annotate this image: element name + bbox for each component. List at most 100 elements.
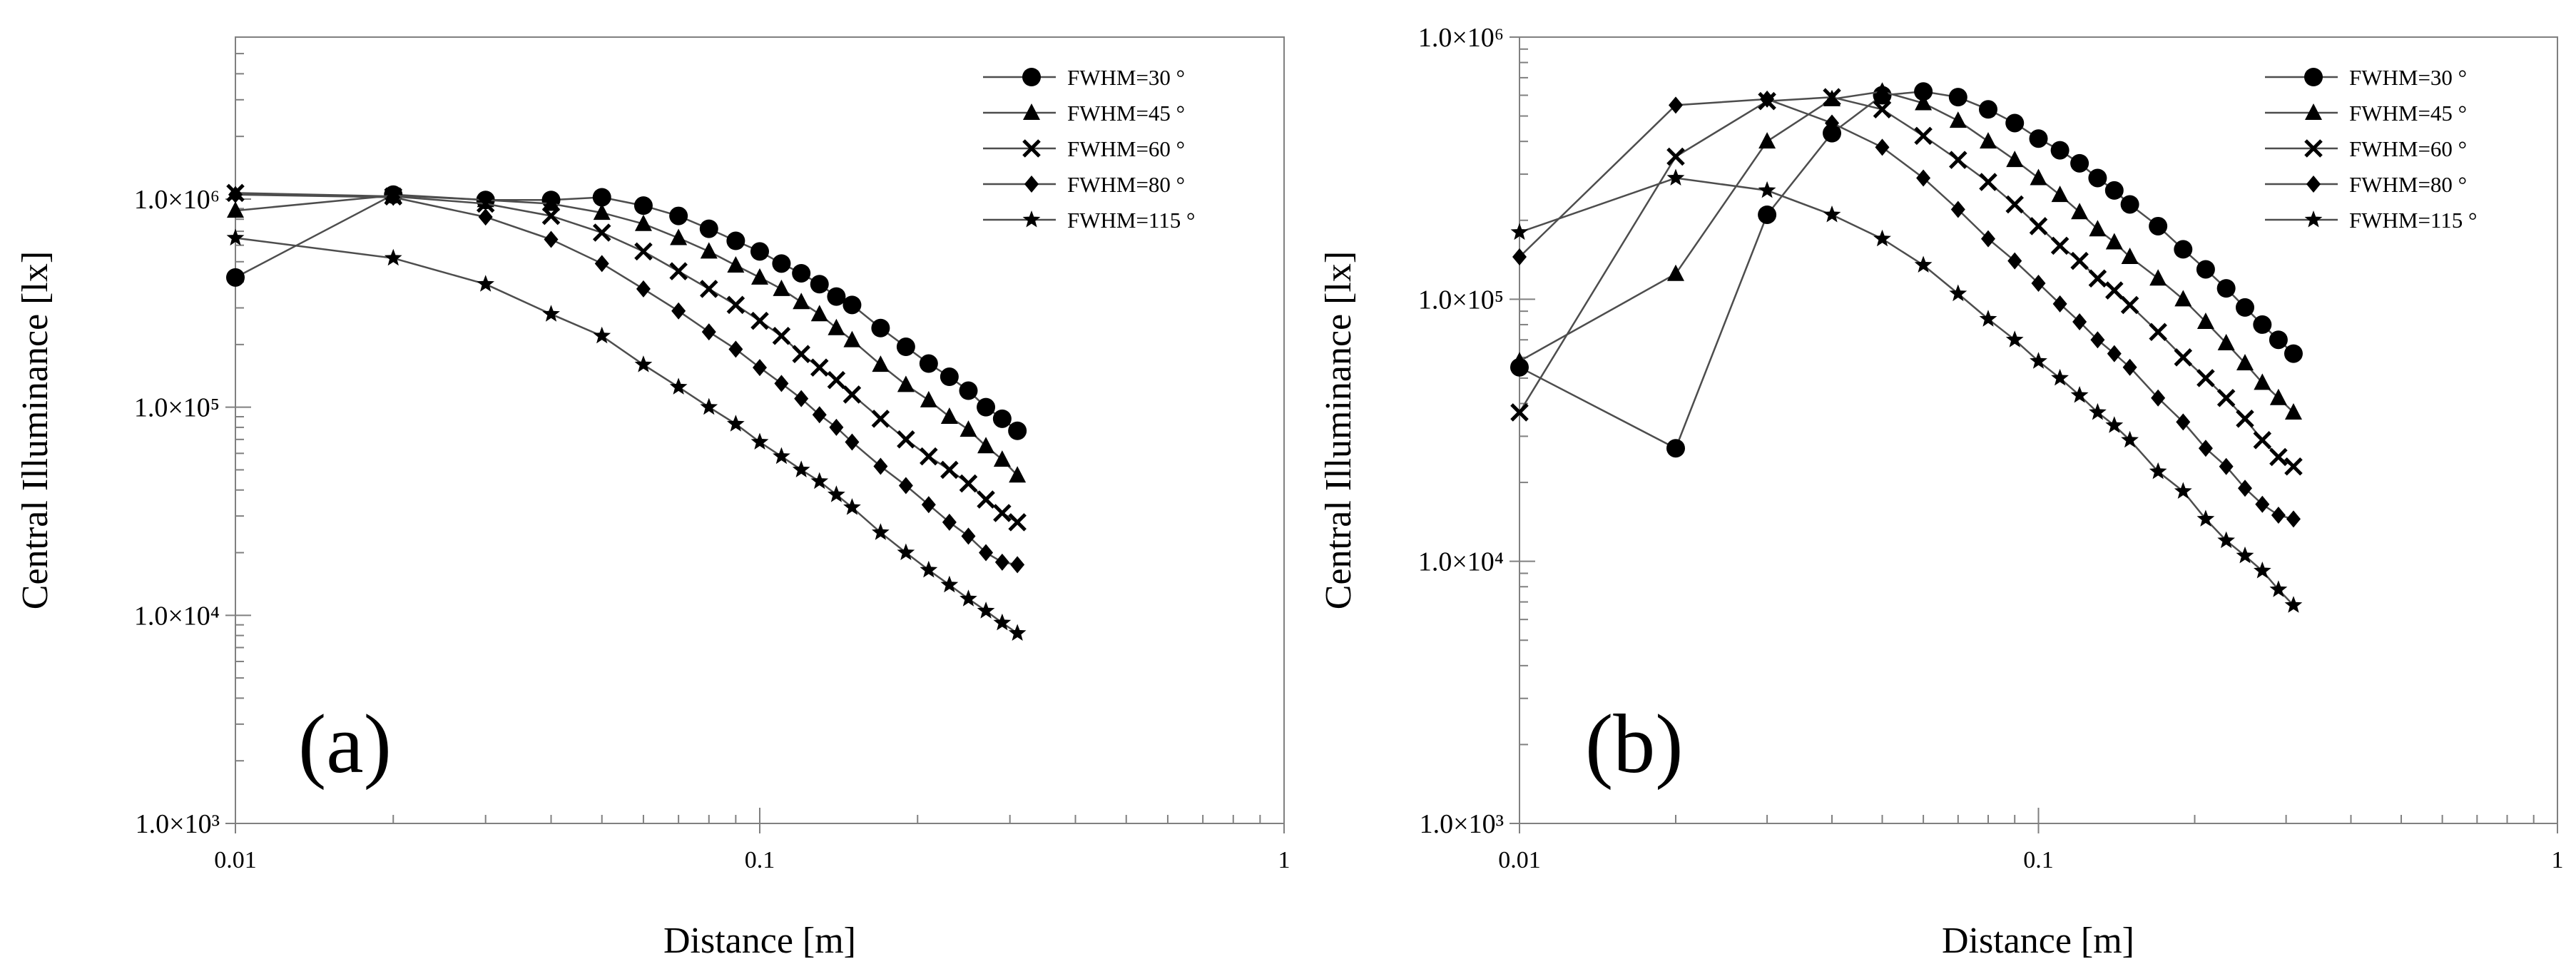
data-point-circle bbox=[2216, 279, 2236, 298]
legend-item: FWHM=60 ° bbox=[2265, 136, 2467, 161]
y-axis-title: Central Illuminance [lx] bbox=[15, 251, 56, 609]
data-point-x bbox=[977, 490, 995, 509]
legend-item: FWHM=115 ° bbox=[2265, 208, 2477, 233]
data-point-star bbox=[2121, 430, 2139, 448]
data-point-star bbox=[1510, 223, 1529, 240]
series-x bbox=[226, 183, 1027, 532]
data-point-circle bbox=[842, 295, 862, 315]
data-point-diamond bbox=[845, 433, 860, 451]
data-point-circle bbox=[1978, 100, 1997, 119]
legend-label: FWHM=80 ° bbox=[2349, 172, 2467, 197]
data-point-diamond bbox=[1875, 138, 1890, 156]
data-point-circle bbox=[1666, 439, 1685, 458]
data-point-triangle bbox=[227, 201, 244, 218]
series-diamond bbox=[228, 186, 1025, 574]
x-tick-labels: 0.01 0.1 1 bbox=[1498, 847, 2563, 873]
data-point-diamond bbox=[774, 375, 789, 392]
data-point-star bbox=[2284, 596, 2303, 613]
data-point-circle bbox=[2174, 240, 2193, 259]
data-point-x bbox=[1979, 173, 1997, 191]
data-point-circle bbox=[1008, 421, 1027, 440]
data-point-circle bbox=[2253, 315, 2272, 334]
legend-marker-circle bbox=[1022, 68, 1041, 86]
data-point-circle bbox=[992, 409, 1012, 428]
data-point-x bbox=[2005, 195, 2024, 214]
data-point-x bbox=[1008, 513, 1027, 532]
data-point-x bbox=[1914, 126, 1933, 146]
data-point-triangle bbox=[828, 318, 845, 335]
legend-item: FWHM=45 ° bbox=[2265, 101, 2467, 126]
data-point-star bbox=[993, 613, 1012, 631]
data-point-circle bbox=[2284, 344, 2303, 363]
data-point-star bbox=[1008, 624, 1027, 641]
legend-label: FWHM=80 ° bbox=[1067, 172, 1185, 197]
data-point-star bbox=[1758, 181, 1776, 198]
x-axis-title: Distance [m] bbox=[1942, 920, 2134, 961]
data-point-star bbox=[1666, 168, 1685, 186]
data-point-x bbox=[993, 504, 1012, 522]
data-point-circle bbox=[633, 196, 653, 215]
y-tick-label: 1.0×10⁵ bbox=[1418, 285, 1504, 315]
legend-label: FWHM=115 ° bbox=[1067, 208, 1195, 233]
data-point-diamond bbox=[701, 323, 716, 341]
major-ticks bbox=[225, 198, 1285, 833]
data-point-star bbox=[2254, 562, 2271, 579]
data-point-x bbox=[2105, 281, 2124, 300]
legend-marker-diamond bbox=[2306, 176, 2321, 193]
data-point-triangle bbox=[593, 203, 611, 220]
data-point-circle bbox=[699, 219, 718, 238]
data-point-star bbox=[2005, 330, 2024, 348]
data-point-x bbox=[726, 295, 745, 315]
series-star bbox=[226, 228, 1027, 641]
legend-label: FWHM=60 ° bbox=[2349, 136, 2467, 161]
legend-item: FWHM=30 ° bbox=[2265, 65, 2467, 90]
data-point-diamond bbox=[1950, 201, 1965, 218]
data-point-star bbox=[792, 460, 810, 477]
y-tick-label: 1.0×10⁶ bbox=[134, 185, 220, 215]
legend-label: FWHM=45 ° bbox=[2349, 101, 2467, 126]
legend-marker-circle bbox=[2304, 68, 2323, 86]
data-point-star bbox=[2269, 580, 2288, 597]
data-point-circle bbox=[827, 287, 846, 306]
data-point-triangle bbox=[977, 437, 995, 454]
data-point-x bbox=[2216, 388, 2236, 407]
legend-marker-diamond bbox=[1024, 176, 1039, 193]
data-point-diamond bbox=[812, 406, 827, 424]
data-point-x bbox=[669, 262, 688, 280]
data-point-triangle bbox=[1666, 264, 1684, 281]
legend-item: FWHM=30 ° bbox=[983, 65, 1185, 90]
data-point-star bbox=[384, 248, 402, 266]
y-tick-label: 1.0×10⁵ bbox=[134, 393, 220, 423]
data-point-circle bbox=[2104, 181, 2124, 200]
y-tick-label: 1.0×10⁶ bbox=[1418, 23, 1504, 53]
data-point-diamond bbox=[2238, 480, 2253, 497]
data-point-triangle bbox=[1873, 82, 1891, 99]
data-point-triangle bbox=[2269, 388, 2287, 405]
data-point-circle bbox=[2029, 129, 2048, 148]
data-point-star bbox=[977, 602, 995, 619]
data-point-star bbox=[477, 275, 494, 292]
data-point-diamond bbox=[1760, 90, 1775, 108]
data-point-star bbox=[897, 543, 915, 560]
data-point-diamond bbox=[794, 390, 809, 407]
data-point-triangle bbox=[2051, 186, 2069, 203]
data-point-x bbox=[2269, 447, 2288, 467]
data-point-diamond bbox=[2107, 345, 2122, 362]
data-point-triangle bbox=[2284, 402, 2302, 420]
data-point-circle bbox=[1948, 88, 1967, 107]
data-point-triangle bbox=[959, 420, 977, 437]
legend-label: FWHM=115 ° bbox=[2349, 208, 2477, 233]
legend-marker-x bbox=[2304, 139, 2323, 158]
data-point-triangle bbox=[1979, 132, 1997, 149]
data-point-x bbox=[959, 474, 978, 493]
data-point-x bbox=[2088, 269, 2107, 288]
data-point-triangle bbox=[773, 279, 790, 296]
data-point-diamond bbox=[2286, 510, 2301, 528]
series-line bbox=[1519, 98, 2294, 520]
data-point-star bbox=[773, 447, 790, 465]
data-point-star bbox=[2030, 352, 2047, 369]
data-point-diamond bbox=[2255, 495, 2270, 513]
data-point-x bbox=[1823, 88, 1841, 106]
data-point-diamond bbox=[2151, 389, 2166, 407]
data-point-triangle bbox=[542, 194, 560, 211]
